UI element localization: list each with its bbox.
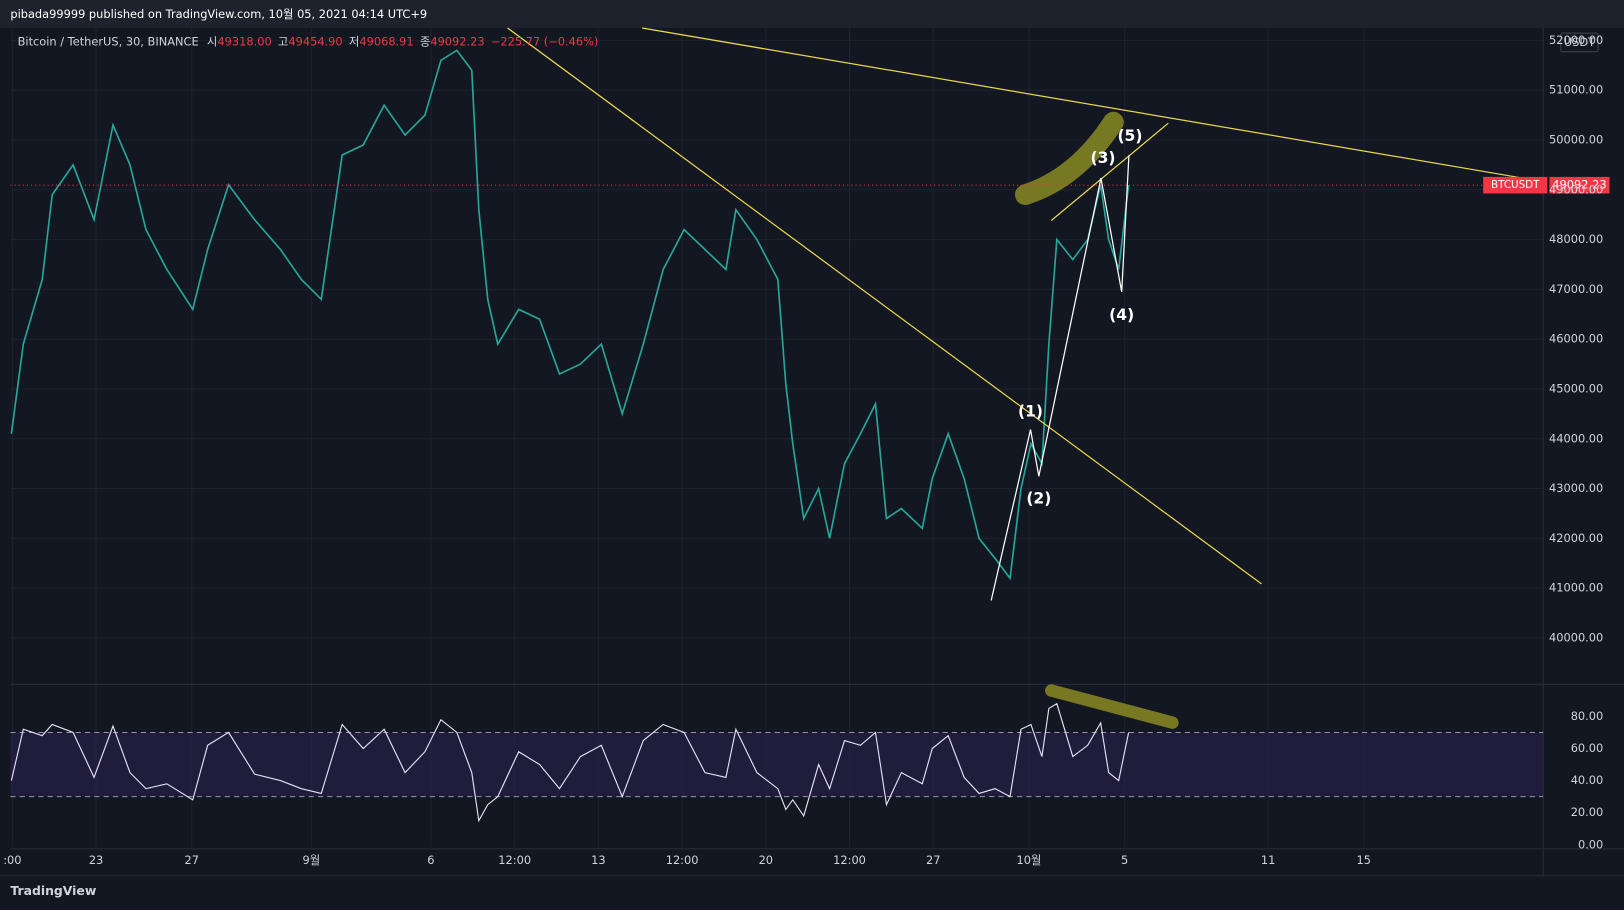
ticker-label: BTCUSDT bbox=[1491, 179, 1540, 191]
y-tick-label: 46000.00 bbox=[1549, 332, 1603, 346]
x-tick-label: 27 bbox=[926, 853, 940, 867]
wave-label: (5) bbox=[1117, 127, 1142, 145]
ohlc-value: 49318.00 bbox=[217, 34, 271, 48]
ticker-box bbox=[1483, 176, 1548, 194]
x-tick-label: 27 bbox=[185, 853, 199, 867]
rsi-band-fill bbox=[10, 732, 1544, 797]
x-tick-label: 5 bbox=[1121, 853, 1128, 867]
trendline bbox=[507, 27, 1262, 585]
wave-label: (4) bbox=[1109, 306, 1134, 324]
y-tick-label: 60.00 bbox=[1571, 741, 1604, 755]
symbol: Bitcoin / TetherUS, 30, BINANCE bbox=[18, 34, 199, 48]
y-tick-label: 44000.00 bbox=[1549, 431, 1603, 445]
trendline bbox=[1050, 122, 1169, 221]
y-tick-label: 20.00 bbox=[1571, 805, 1604, 819]
wave-label: (1) bbox=[1018, 403, 1043, 421]
brand: TradingView bbox=[10, 883, 97, 898]
x-tick-label: 10월 bbox=[1016, 853, 1041, 867]
wave-label: (2) bbox=[1026, 490, 1051, 508]
highlight bbox=[1015, 111, 1124, 205]
x-tick-label: 13 bbox=[591, 853, 605, 867]
x-tick-label: 20 bbox=[759, 853, 773, 867]
trendline bbox=[642, 27, 1523, 179]
price-box bbox=[1549, 176, 1610, 194]
x-tick-label: 15 bbox=[1357, 853, 1371, 867]
ohlc-label: 저 bbox=[349, 34, 359, 48]
highlight bbox=[1045, 684, 1179, 729]
series-line bbox=[10, 49, 1130, 581]
y-tick-label: 50000.00 bbox=[1549, 132, 1603, 146]
y-tick-label: 80.00 bbox=[1571, 709, 1604, 723]
change: −225.77 (−0.46%) bbox=[491, 34, 599, 48]
ohlc-label: 종 bbox=[420, 34, 430, 48]
ohlc-value: 49454.90 bbox=[288, 34, 342, 48]
ohlc-value: 49092.23 bbox=[430, 34, 484, 48]
y-tick-label: 51000.00 bbox=[1549, 83, 1603, 97]
x-tick-label: 12:00 bbox=[666, 853, 699, 867]
y-tick-label: 52000.00 bbox=[1549, 33, 1603, 47]
x-tick-label: 12:00 bbox=[498, 853, 531, 867]
y-tick-label: 40000.00 bbox=[1549, 630, 1603, 644]
ohlc-label: 고 bbox=[278, 34, 288, 48]
legend: Bitcoin / TetherUS, 30, BINANCE 시49318.00… bbox=[18, 34, 599, 48]
y-tick-label: 43000.00 bbox=[1549, 481, 1603, 495]
x-tick-label: 12:00 bbox=[833, 853, 866, 867]
header-text: pibada99999 published on TradingView.com… bbox=[10, 7, 427, 21]
last-price-label: 49092.23 bbox=[1552, 178, 1606, 192]
annotations: (1) (2) (3) (4) (5) bbox=[1018, 127, 1142, 507]
x-tick-label: 11 bbox=[1261, 853, 1275, 867]
wave-line bbox=[990, 155, 1130, 601]
y-tick-label: 0.00 bbox=[1578, 837, 1603, 851]
x-tick-label: 6 bbox=[427, 853, 434, 867]
y-tick-label: 42000.00 bbox=[1549, 531, 1603, 545]
y-tick-label: 45000.00 bbox=[1549, 381, 1603, 395]
currency-box bbox=[1560, 32, 1599, 53]
x-tick-label: 9월 bbox=[302, 853, 320, 867]
x-tick-label: 23 bbox=[89, 853, 103, 867]
y-tick-label: 47000.00 bbox=[1549, 282, 1603, 296]
ohlc-value: 49068.91 bbox=[359, 34, 413, 48]
currency-label: USDT bbox=[1564, 35, 1595, 49]
wave-label: (3) bbox=[1091, 149, 1116, 167]
ohlc-label: 시 bbox=[207, 34, 217, 48]
y-tick-label: 49000.00 bbox=[1549, 182, 1603, 196]
grid bbox=[10, 27, 1544, 847]
y-tick-label: 48000.00 bbox=[1549, 232, 1603, 246]
x-tick-label: :00 bbox=[3, 853, 21, 867]
plot bbox=[10, 49, 1544, 823]
series-line bbox=[10, 702, 1130, 823]
y-tick-label: 41000.00 bbox=[1549, 581, 1603, 595]
header-bar bbox=[0, 0, 1624, 28]
y-tick-label: 40.00 bbox=[1571, 773, 1604, 787]
price-tag: BTCUSDT 49092.23 bbox=[10, 176, 1610, 194]
